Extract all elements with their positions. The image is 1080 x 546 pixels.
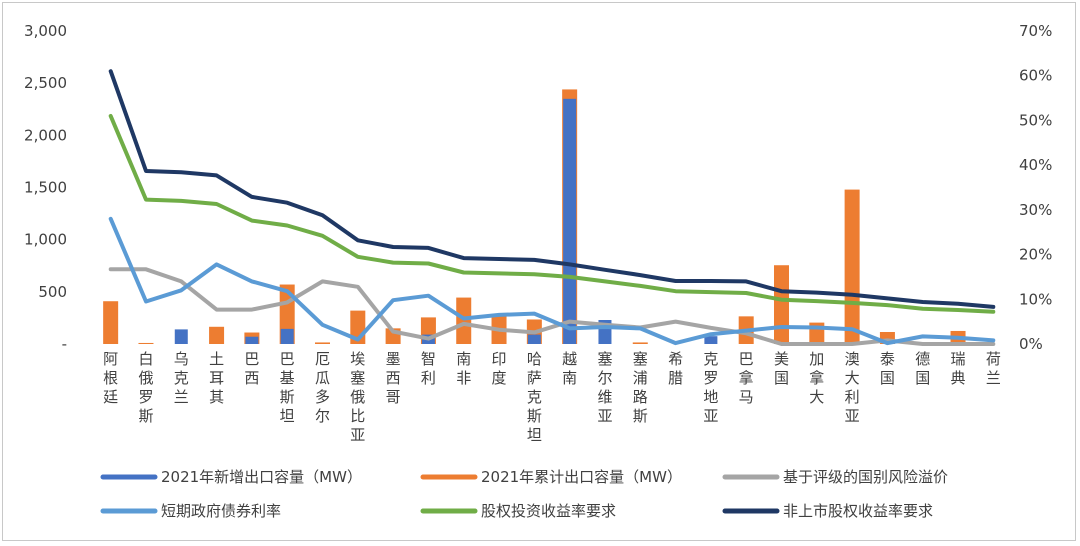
y-tick-label: 1,000 xyxy=(24,231,67,249)
line-series-3 xyxy=(108,114,996,314)
category-label: 加拿大 xyxy=(809,350,824,406)
legend-label: 非上市股权收益率要求 xyxy=(783,502,933,520)
y-tick-label: 2,000 xyxy=(24,126,67,144)
legend: 2021年新增出口容量（MW） 2021年累计出口容量（MW） 基于评级的国别风险溢… xyxy=(100,468,948,520)
category-label: 埃塞俄比亚 xyxy=(350,350,365,444)
category-label: 克罗地亚 xyxy=(703,350,718,425)
right-axis-ticks: 0% 10% 20% 30% 40% 50% 60% 70% xyxy=(1019,22,1052,353)
bar-cumulative xyxy=(315,342,330,344)
category-label: 塞尔维亚 xyxy=(597,350,612,425)
category-label: 美国 xyxy=(774,350,789,387)
y-tick-label: 500 xyxy=(38,283,67,301)
y-tick-label: - xyxy=(62,335,67,353)
bar-cumulative xyxy=(632,342,648,344)
bar-new xyxy=(704,336,718,344)
bar-cumulative xyxy=(879,332,895,344)
bar-cumulative xyxy=(456,297,472,344)
category-label: 泰国 xyxy=(880,350,895,387)
legend-label: 股权投资收益率要求 xyxy=(481,502,616,520)
y-tick-label: 3,000 xyxy=(24,22,67,40)
bar-series-group xyxy=(103,89,966,344)
y2-tick-label: 30% xyxy=(1019,201,1052,219)
combo-chart: - 500 1,000 1,500 2,000 2,500 3,000 0% 10% 20% 30… xyxy=(24,22,1052,520)
category-label: 厄瓜多尔 xyxy=(315,350,330,425)
category-label: 巴拿马 xyxy=(739,350,754,406)
y2-tick-label: 70% xyxy=(1019,22,1052,40)
left-axis-ticks: - 500 1,000 1,500 2,000 2,500 3,000 xyxy=(24,22,67,353)
line-series-4 xyxy=(108,69,996,309)
line-series-1 xyxy=(108,267,996,346)
category-label: 越南 xyxy=(562,350,577,387)
legend-label: 2021年累计出口容量（MW） xyxy=(481,468,682,486)
bar-new xyxy=(527,334,541,344)
bar-cumulative xyxy=(209,326,225,344)
category-label: 希腊 xyxy=(668,350,683,387)
legend-label: 2021年新增出口容量（MW） xyxy=(161,468,362,486)
category-label: 乌克兰 xyxy=(174,350,189,406)
y2-tick-label: 10% xyxy=(1019,290,1052,308)
y2-tick-label: 0% xyxy=(1019,335,1043,353)
category-label: 巴西 xyxy=(244,350,259,387)
y-tick-label: 1,500 xyxy=(24,179,67,197)
bar-cumulative xyxy=(138,342,154,344)
category-label: 墨西哥 xyxy=(386,350,401,406)
line-series-2 xyxy=(108,216,996,346)
category-label: 德国 xyxy=(915,350,930,387)
category-label: 澳大利亚 xyxy=(845,350,860,425)
y2-tick-label: 60% xyxy=(1019,67,1052,85)
bar-new xyxy=(563,98,577,344)
category-label: 印度 xyxy=(492,350,507,387)
legend-label: 基于评级的国别风险溢价 xyxy=(783,468,948,486)
bar-new xyxy=(174,329,188,344)
bar-cumulative xyxy=(103,301,119,344)
category-label: 哈萨克斯坦 xyxy=(527,350,542,444)
category-label: 荷兰 xyxy=(986,350,1001,387)
y2-tick-label: 20% xyxy=(1019,246,1052,264)
category-label: 巴基斯坦 xyxy=(280,350,295,425)
category-label: 土耳其 xyxy=(209,350,224,406)
y2-tick-label: 40% xyxy=(1019,156,1052,174)
category-label: 塞浦路斯 xyxy=(633,350,648,425)
bar-cumulative xyxy=(774,265,789,344)
category-label: 南非 xyxy=(456,350,471,387)
line-series-group xyxy=(108,69,996,346)
bar-new xyxy=(245,336,259,344)
legend-label: 短期政府债券利率 xyxy=(161,502,281,520)
category-label: 阿根廷 xyxy=(103,350,118,406)
y-tick-label: 2,500 xyxy=(24,74,67,92)
y2-tick-label: 50% xyxy=(1019,111,1052,129)
bar-new xyxy=(280,328,294,344)
category-label: 智利 xyxy=(421,350,436,387)
category-label: 白俄罗斯 xyxy=(138,350,153,425)
category-label: 瑞典 xyxy=(951,350,966,387)
bar-cumulative xyxy=(844,189,860,344)
